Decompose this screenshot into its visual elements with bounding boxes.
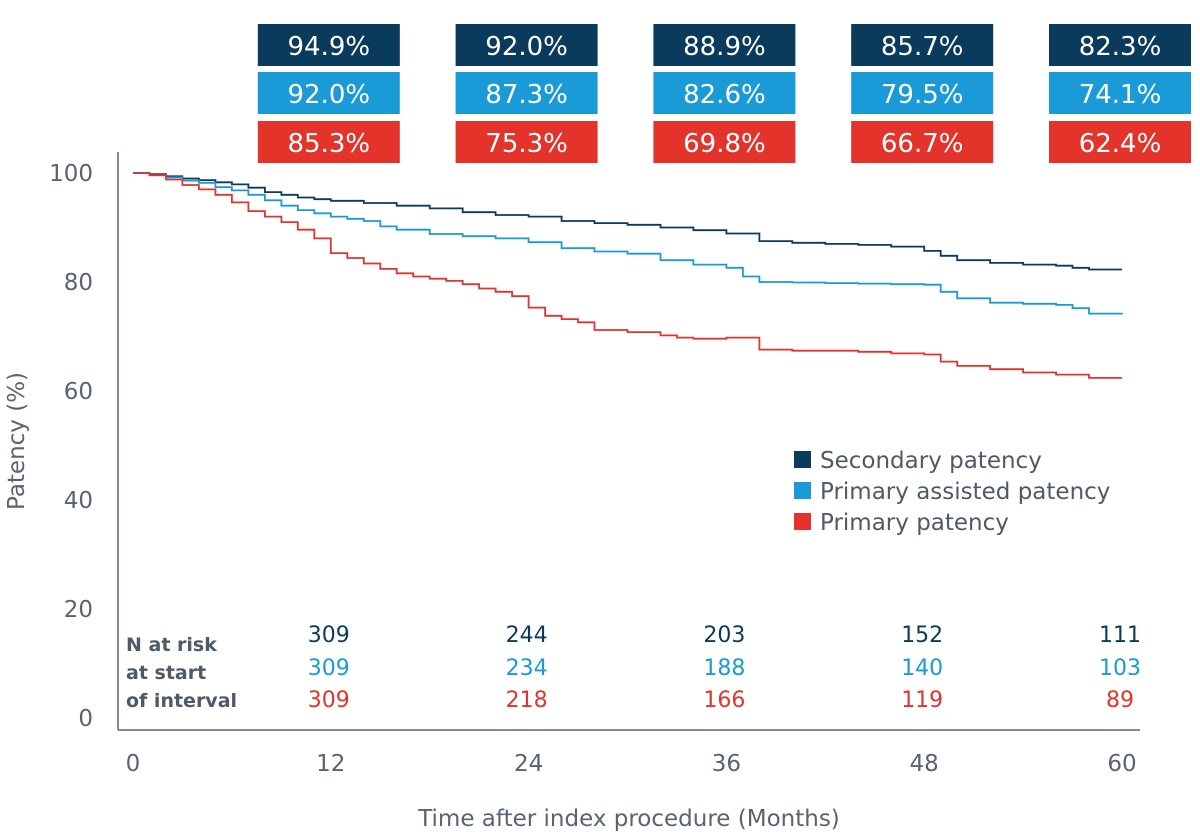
series-line-primary-assisted-patency bbox=[133, 172, 1123, 315]
value-box-label: 79.5% bbox=[881, 80, 964, 110]
x-axis-title: Time after index procedure (Months) bbox=[417, 806, 840, 832]
y-tick-labels: 0 20 40 60 80 100 bbox=[49, 161, 93, 732]
value-box-label: 92.0% bbox=[287, 80, 370, 110]
value-box-primary bbox=[257, 121, 400, 163]
legend-label: Primary assisted patency bbox=[820, 479, 1110, 505]
legend-label: Secondary patency bbox=[820, 448, 1042, 474]
value-box-primary-assisted bbox=[257, 72, 400, 114]
series-lines bbox=[133, 172, 1123, 379]
value-box-label: 66.7% bbox=[881, 129, 964, 159]
value-box-primary-assisted bbox=[1049, 72, 1191, 114]
risk-count: 234 bbox=[506, 656, 548, 681]
x-tick-label: 36 bbox=[712, 751, 741, 777]
risk-table-label: at start bbox=[126, 662, 206, 684]
value-box-label: 88.9% bbox=[683, 32, 766, 62]
risk-count: 244 bbox=[506, 623, 548, 648]
value-box-label: 82.3% bbox=[1079, 32, 1162, 62]
value-box-primary bbox=[653, 121, 796, 163]
value-box-primary-assisted bbox=[851, 72, 994, 114]
value-box-label: 74.1% bbox=[1079, 80, 1162, 110]
value-box-secondary bbox=[1049, 24, 1191, 66]
risk-count: 166 bbox=[703, 688, 745, 713]
x-tick-label: 12 bbox=[316, 751, 345, 777]
risk-count: 111 bbox=[1099, 623, 1141, 648]
value-box-label: 82.6% bbox=[683, 80, 766, 110]
value-box-primary-assisted bbox=[455, 72, 598, 114]
value-box-label: 62.4% bbox=[1079, 129, 1162, 159]
risk-count: 309 bbox=[308, 688, 350, 713]
risk-count: 309 bbox=[308, 656, 350, 681]
series-line-secondary-patency bbox=[133, 172, 1122, 271]
risk-count: 89 bbox=[1106, 688, 1134, 713]
x-tick-labels: 0 12 24 36 48 60 bbox=[126, 751, 1137, 777]
y-tick-label: 40 bbox=[64, 488, 93, 514]
value-box-secondary bbox=[851, 24, 994, 66]
value-box-primary bbox=[455, 121, 598, 163]
value-box-primary bbox=[851, 121, 994, 163]
value-box-primary-assisted bbox=[653, 72, 796, 114]
value-box-secondary bbox=[653, 24, 796, 66]
value-box-label: 69.8% bbox=[683, 129, 766, 159]
legend-swatch-primary-assisted bbox=[794, 482, 811, 499]
y-tick-label: 0 bbox=[78, 706, 93, 732]
x-tick-label: 60 bbox=[1107, 751, 1136, 777]
y-tick-label: 60 bbox=[64, 379, 93, 405]
risk-table: N at risk at start of interval 309 244 203 152… bbox=[126, 623, 1141, 713]
risk-count: 119 bbox=[901, 688, 943, 713]
risk-count: 140 bbox=[901, 656, 943, 681]
value-box-label: 92.0% bbox=[485, 32, 568, 62]
y-axis-title: Patency (%) bbox=[4, 372, 30, 510]
value-box-secondary bbox=[257, 24, 400, 66]
risk-count: 309 bbox=[308, 623, 350, 648]
value-box-primary bbox=[1049, 121, 1191, 163]
value-box-label: 85.7% bbox=[881, 32, 964, 62]
legend-label: Primary patency bbox=[820, 510, 1009, 536]
x-tick-label: 0 bbox=[126, 751, 141, 777]
x-tick-label: 24 bbox=[514, 751, 543, 777]
value-box-label: 85.3% bbox=[287, 129, 370, 159]
y-tick-label: 100 bbox=[49, 161, 93, 187]
y-tick-label: 20 bbox=[64, 597, 93, 623]
value-box-label: 94.9% bbox=[287, 32, 370, 62]
legend: Secondary patency Primary assisted patenc… bbox=[794, 448, 1110, 536]
risk-table-label: of interval bbox=[126, 690, 237, 712]
risk-count: 103 bbox=[1099, 656, 1141, 681]
value-box-label: 87.3% bbox=[485, 80, 568, 110]
risk-count: 218 bbox=[506, 688, 548, 713]
risk-table-label: N at risk bbox=[126, 634, 217, 656]
y-tick-label: 80 bbox=[64, 270, 93, 296]
series-line-primary-patency bbox=[133, 172, 1122, 379]
legend-swatch-primary bbox=[794, 513, 811, 530]
legend-swatch-secondary bbox=[794, 451, 811, 468]
risk-count: 152 bbox=[901, 623, 943, 648]
value-box-label: 75.3% bbox=[485, 129, 568, 159]
x-tick-label: 48 bbox=[910, 751, 939, 777]
risk-count: 203 bbox=[703, 623, 745, 648]
risk-count: 188 bbox=[703, 656, 745, 681]
value-box-secondary bbox=[455, 24, 598, 66]
percentage-boxes: 94.9% 92.0% 85.3% 92.0% 87.3% 75.3% 88.9% 82.6%… bbox=[257, 24, 1191, 163]
